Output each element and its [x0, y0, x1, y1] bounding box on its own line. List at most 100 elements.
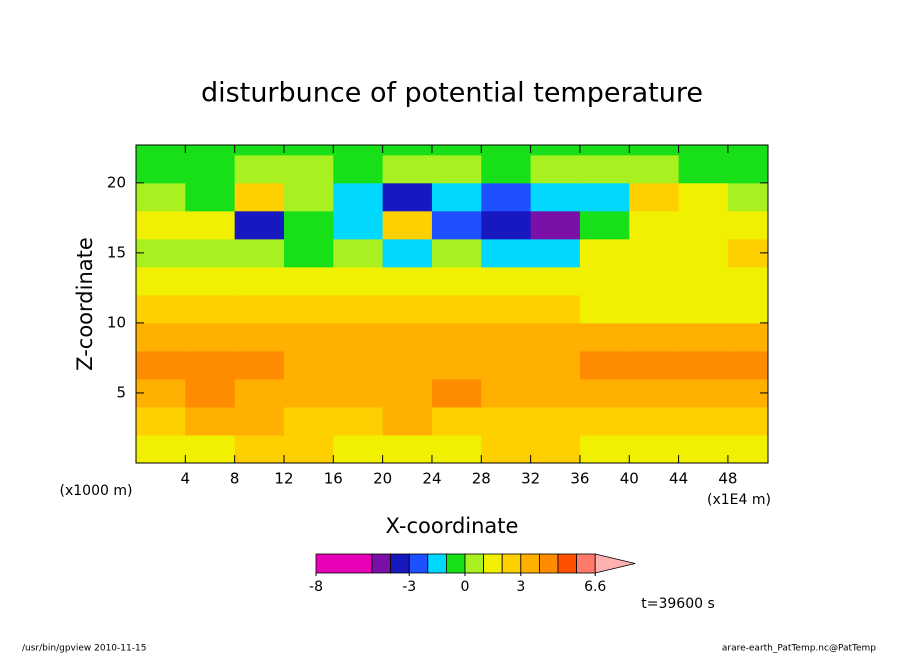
cell — [678, 434, 729, 464]
cell — [283, 294, 334, 324]
cell — [185, 406, 236, 436]
cell — [382, 145, 433, 156]
cell — [481, 406, 532, 436]
colorbar-box — [408, 553, 429, 574]
cell — [678, 145, 729, 156]
colorbar-box — [390, 553, 410, 574]
y-axis-label: Z-coordinate — [73, 237, 97, 371]
cell — [431, 145, 482, 156]
cell — [530, 350, 581, 380]
cell — [481, 145, 532, 156]
cell — [185, 378, 236, 408]
cell — [333, 322, 384, 352]
colorbar-box — [520, 553, 540, 574]
cell — [185, 322, 236, 352]
x-tick-label: 40 — [620, 470, 639, 488]
cell — [678, 210, 729, 240]
x-axis-label: X-coordinate — [386, 514, 519, 538]
colorbar-tick-label: -3 — [402, 579, 416, 595]
x-tick-label: 8 — [230, 470, 240, 488]
cell — [431, 434, 482, 464]
cell — [579, 182, 630, 212]
cell — [530, 406, 581, 436]
cell — [382, 406, 433, 436]
cell — [136, 378, 186, 408]
cell — [136, 266, 186, 296]
cell — [283, 266, 334, 296]
colorbar-tick-label: -8 — [309, 579, 323, 595]
cell — [727, 266, 769, 296]
cell — [185, 294, 236, 324]
colorbar-box — [483, 553, 503, 574]
cell — [382, 294, 433, 324]
cell — [678, 238, 729, 268]
plot-frame — [135, 144, 769, 464]
cell — [333, 182, 384, 212]
x-unit: (x1E4 m) — [707, 492, 771, 508]
y-tick-label: 10 — [107, 313, 126, 331]
cell — [629, 154, 680, 184]
cell — [629, 434, 680, 464]
cell — [333, 154, 384, 184]
cell — [727, 210, 769, 240]
cell — [136, 210, 186, 240]
cell — [382, 182, 433, 212]
annotation: t=39600 s — [641, 596, 715, 612]
x-tick-label: 44 — [669, 470, 688, 488]
cell — [136, 322, 186, 352]
y-tick-label: 5 — [116, 383, 126, 401]
cell — [283, 154, 334, 184]
cell — [382, 154, 433, 184]
cell — [185, 145, 236, 156]
cell — [185, 154, 236, 184]
cell — [530, 145, 581, 156]
cell — [283, 145, 334, 156]
cell — [481, 182, 532, 212]
colorbar-over — [594, 553, 636, 574]
cell — [481, 294, 532, 324]
cell — [481, 210, 532, 240]
cell — [431, 266, 482, 296]
cell — [579, 294, 630, 324]
cell — [283, 406, 334, 436]
cell — [530, 322, 581, 352]
cell — [579, 434, 630, 464]
cell — [382, 210, 433, 240]
cell — [283, 182, 334, 212]
cell — [234, 182, 285, 212]
cell — [431, 406, 482, 436]
colorbar-box — [464, 553, 485, 574]
cell — [234, 406, 285, 436]
cell — [727, 154, 769, 184]
cell — [234, 294, 285, 324]
x-tick-label: 32 — [521, 470, 540, 488]
cell — [136, 350, 186, 380]
cell — [727, 322, 769, 352]
x-tick-label: 48 — [718, 470, 737, 488]
y-tick-label: 15 — [107, 243, 126, 261]
footer-left: /usr/bin/gpview 2010-11-15 — [22, 644, 146, 654]
cell — [678, 406, 729, 436]
chart-title: disturbunce of potential temperature — [201, 78, 703, 109]
cell — [530, 378, 581, 408]
cell — [678, 378, 729, 408]
colorbar-box — [445, 553, 466, 574]
cell — [678, 294, 729, 324]
cell — [678, 182, 729, 212]
cell — [579, 406, 630, 436]
cell — [678, 266, 729, 296]
cell — [481, 322, 532, 352]
cell — [234, 378, 285, 408]
cell — [283, 350, 334, 380]
cell — [629, 294, 680, 324]
cell — [333, 266, 384, 296]
cell — [727, 294, 769, 324]
colorbar-tick-label: 6.6 — [584, 579, 606, 595]
x-tick-label: 20 — [373, 470, 392, 488]
cell — [727, 145, 769, 156]
cell — [431, 182, 482, 212]
cell — [629, 238, 680, 268]
cell — [727, 350, 769, 380]
y-tick-label: 20 — [107, 173, 126, 191]
cell — [431, 322, 482, 352]
